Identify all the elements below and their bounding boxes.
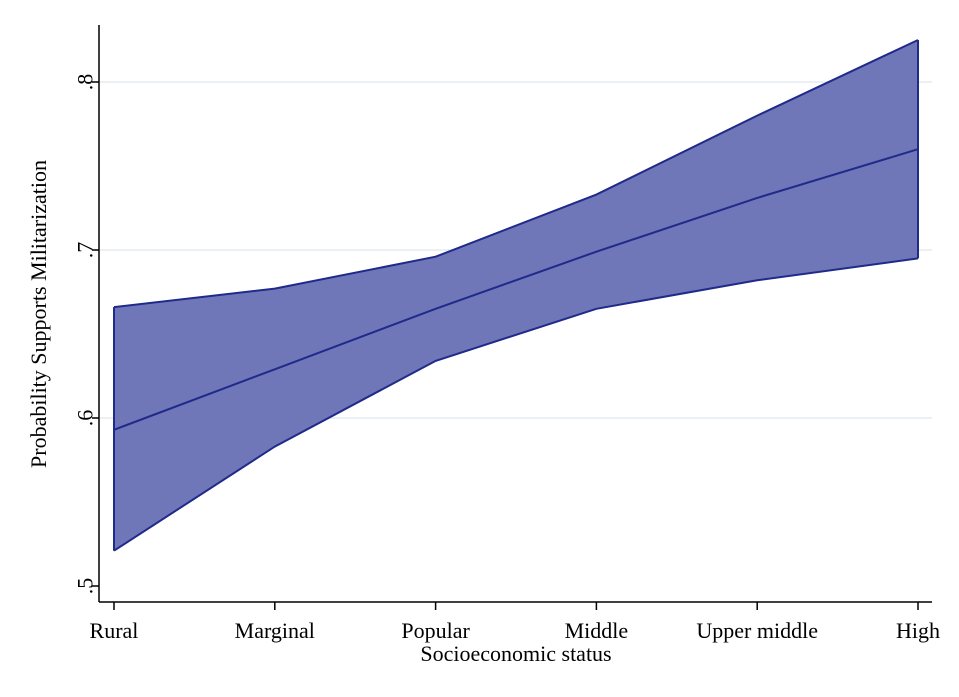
ci-lower-line — [113, 257, 919, 552]
estimate-line — [113, 148, 919, 431]
x-tick-label: Popular — [401, 618, 470, 643]
label-layer: Socioeconomic status Probability Support… — [26, 160, 612, 666]
x-tick-label: High — [896, 618, 940, 643]
ci-upper-line — [113, 39, 919, 309]
axis-layer: .5 .6 .7 .8 Rural Marginal Popular Middle Upper … — [73, 25, 940, 643]
y-tick-label: .7 — [73, 242, 98, 259]
y-tick-label: .5 — [73, 578, 98, 595]
band-layer — [113, 39, 919, 552]
x-tick-label: Middle — [565, 618, 629, 643]
y-tick-label: .6 — [73, 410, 98, 427]
y-axis-title: Probability Supports Militarization — [26, 160, 51, 468]
x-tick-label: Rural — [90, 618, 139, 643]
y-tick-label: .8 — [73, 74, 98, 91]
x-axis-title: Socioeconomic status — [420, 641, 611, 666]
x-tick-label: Marginal — [235, 618, 315, 643]
x-tick-label: Upper middle — [696, 618, 818, 643]
confidence-band — [114, 40, 918, 551]
